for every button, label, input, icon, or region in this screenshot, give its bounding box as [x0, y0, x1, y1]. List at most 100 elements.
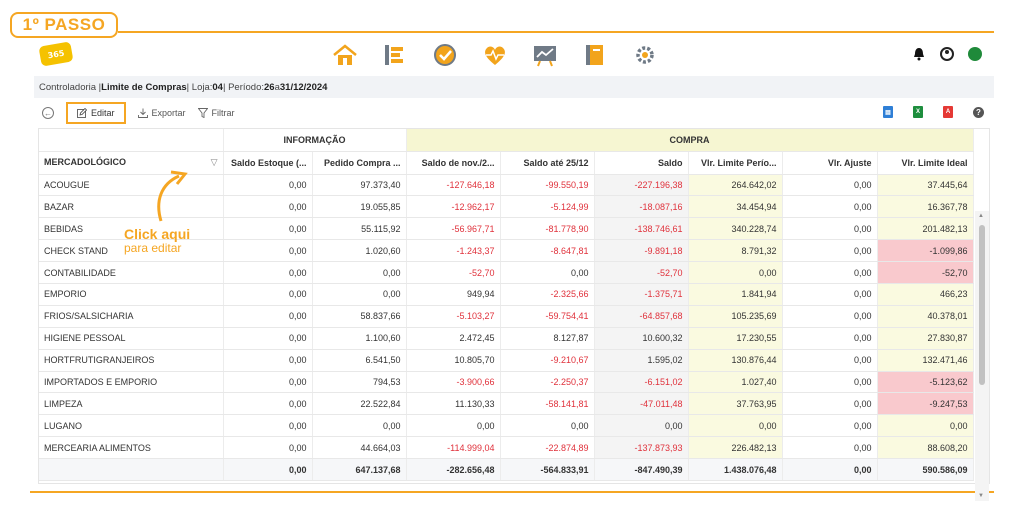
row-value-cell: -8.647,81	[500, 239, 595, 263]
row-value-cell: 201.482,13	[877, 217, 974, 241]
table-row[interactable]: LIMPEZA 0,00 22.522,84 11.130,33 -58.141,81-…	[39, 392, 974, 416]
row-value-cell: 1.100,60	[312, 327, 407, 350]
col-header-ajuste[interactable]: Vlr. Ajuste	[782, 151, 878, 175]
list-icon[interactable]	[380, 40, 410, 70]
table-row[interactable]: BAZAR 0,00 19.055,85 -12.962,17 -5.124,99 -18…	[39, 195, 974, 219]
row-value-cell: 22.522,84	[312, 392, 407, 416]
row-value-cell: 0,00	[223, 371, 313, 394]
table-scrollbar[interactable]: ▲ ▼	[975, 211, 989, 501]
user-controls	[912, 47, 982, 61]
export-label: Exportar	[151, 108, 186, 118]
row-value-cell: 1.841,94	[688, 283, 783, 306]
breadcrumb-periodo-label: | Período:	[222, 81, 264, 93]
row-value-cell: -137.873,93	[594, 436, 689, 460]
table-row[interactable]: CONTABILIDADE 0,00 0,00 -52,70 0,00 -52,70 0,0…	[39, 261, 974, 284]
table-row[interactable]: LUGANO 0,00 0,00 0,00 0,00 0,00 0,00 0,00 0,00	[39, 414, 974, 438]
database-file-icon[interactable]: ▤	[883, 106, 893, 118]
export-button[interactable]: Exportar	[137, 108, 186, 118]
row-value-cell: -58.141,81	[500, 392, 595, 416]
row-value-cell: 264.642,02	[688, 174, 783, 197]
row-value-cell: 0,00	[594, 414, 689, 438]
table-row[interactable]: HORTFRUTIGRANJEIROS 0,00 6.541,50 10.805,70…	[39, 349, 974, 372]
edit-button[interactable]: Editar	[66, 102, 126, 124]
heart-pulse-icon[interactable]	[480, 40, 510, 70]
app-logo[interactable]: 365	[38, 41, 74, 67]
row-value-cell: 34.454,94	[688, 195, 783, 219]
excel-icon[interactable]: X	[913, 106, 923, 118]
row-value-cell: -47.011,48	[594, 392, 689, 416]
breadcrumb-periodo-end: 31/12/2024	[279, 81, 328, 93]
row-value-cell: 40.378,01	[877, 305, 974, 328]
home-icon[interactable]	[330, 40, 360, 70]
totals-value-cell: 590.586,09	[877, 458, 974, 482]
totals-value-cell: 0,00	[782, 458, 878, 482]
table-row[interactable]: IMPORTADOS E EMPORIO 0,00 794,53 -3.900,66-…	[39, 371, 974, 394]
row-value-cell: -52,70	[594, 261, 689, 284]
user-avatar-icon[interactable]	[940, 47, 954, 61]
row-value-cell: 0,00	[223, 261, 313, 284]
row-value-cell: 2.472,45	[406, 327, 501, 350]
row-value-cell: -9.891,18	[594, 239, 689, 263]
col-header-pedido-compra[interactable]: Pedido Compra ...	[312, 151, 407, 175]
col-header-saldo-estoque[interactable]: Saldo Estoque (...	[223, 151, 313, 175]
top-navbar: 365	[34, 38, 994, 76]
row-value-cell: 55.115,92	[312, 217, 407, 241]
row-category-cell: BAZAR	[39, 195, 224, 219]
scroll-down-icon[interactable]: ▼	[978, 493, 984, 499]
filter-label: Filtrar	[211, 108, 235, 118]
row-value-cell: -81.778,90	[500, 217, 595, 241]
breadcrumb-loja: 04	[212, 81, 223, 93]
row-value-cell: 0,00	[223, 349, 313, 372]
row-value-cell: 0,00	[312, 261, 407, 284]
col-header-limite-ideal[interactable]: Vlr. Limite Ideal	[877, 151, 974, 175]
row-value-cell: 794,53	[312, 371, 407, 394]
col-header-limite-periodo[interactable]: Vlr. Limite Perío...	[688, 151, 783, 175]
table-row[interactable]: EMPORIO 0,00 0,00 949,94 -2.325,66 -1.375,71 1…	[39, 283, 974, 306]
col-header-saldo-nov[interactable]: Saldo de nov./2...	[406, 151, 501, 175]
group-empty-header	[39, 129, 224, 152]
col-header-mercadologico[interactable]: MERCADOLÓGICO ▽	[39, 151, 224, 175]
row-value-cell: 0,00	[312, 414, 407, 438]
toolbar: ← Editar Exportar Filtrar ▤ X A ?	[34, 100, 994, 126]
table-row[interactable]: FRIOS/SALSICHARIA 0,00 58.837,66 -5.103,27-…	[39, 305, 974, 328]
row-value-cell: 0,00	[223, 436, 313, 460]
row-value-cell: -127.646,18	[406, 174, 501, 197]
scroll-thumb[interactable]	[979, 225, 985, 385]
table-row[interactable]: ACOUGUE 0,00 97.373,40 -127.646,18 -99.550,1…	[39, 174, 974, 197]
table-row[interactable]: MERCEARIA ALIMENTOS 0,00 44.664,03 -114.999…	[39, 436, 974, 460]
notebook-icon[interactable]	[580, 40, 610, 70]
row-value-cell: 97.373,40	[312, 174, 407, 197]
back-arrow-icon[interactable]: ←	[42, 107, 54, 119]
row-value-cell: -99.550,19	[500, 174, 595, 197]
table-row[interactable]: BEBIDAS 0,00 55.115,92 -56.967,71 -81.778,90…	[39, 217, 974, 241]
row-value-cell: -5.123,62	[877, 371, 974, 394]
table-row[interactable]: CHECK STAND 0,00 1.020,60 -1.243,37 -8.647,8…	[39, 239, 974, 263]
row-value-cell: -12.962,17	[406, 195, 501, 219]
totals-value-cell: 1.438.076,48	[688, 458, 783, 482]
module-nav	[330, 40, 660, 72]
bell-icon[interactable]	[912, 47, 926, 61]
gear-network-icon[interactable]	[630, 40, 660, 70]
row-value-cell: -1.099,86	[877, 239, 974, 263]
pdf-icon[interactable]: A	[943, 106, 953, 118]
column-filter-icon[interactable]: ▽	[210, 157, 218, 167]
row-value-cell: 58.837,66	[312, 305, 407, 328]
row-value-cell: -114.999,04	[406, 436, 501, 460]
row-value-cell: -52,70	[406, 261, 501, 284]
totals-value-cell: -847.490,39	[594, 458, 689, 482]
check-circle-icon[interactable]	[430, 40, 460, 70]
row-value-cell: 0,00	[223, 414, 313, 438]
breadcrumb: Controladoria | Limite de Compras | Loja…	[34, 76, 994, 98]
col-header-saldo[interactable]: Saldo	[594, 151, 689, 175]
help-icon[interactable]: ?	[973, 106, 984, 118]
row-value-cell: 0,00	[782, 414, 878, 438]
row-value-cell: 10.600,32	[594, 327, 689, 350]
table-row[interactable]: HIGIENE PESSOAL 0,00 1.100,60 2.472,45 8.127…	[39, 327, 974, 350]
chart-board-icon[interactable]	[530, 40, 560, 70]
row-value-cell: -3.900,66	[406, 371, 501, 394]
breadcrumb-prefix: Controladoria |	[39, 81, 102, 93]
row-value-cell: 0,00	[877, 414, 974, 438]
filter-button[interactable]: Filtrar	[197, 108, 235, 118]
scroll-up-icon[interactable]: ▲	[978, 213, 984, 219]
col-header-saldo-ate[interactable]: Saldo até 25/12	[500, 151, 595, 175]
